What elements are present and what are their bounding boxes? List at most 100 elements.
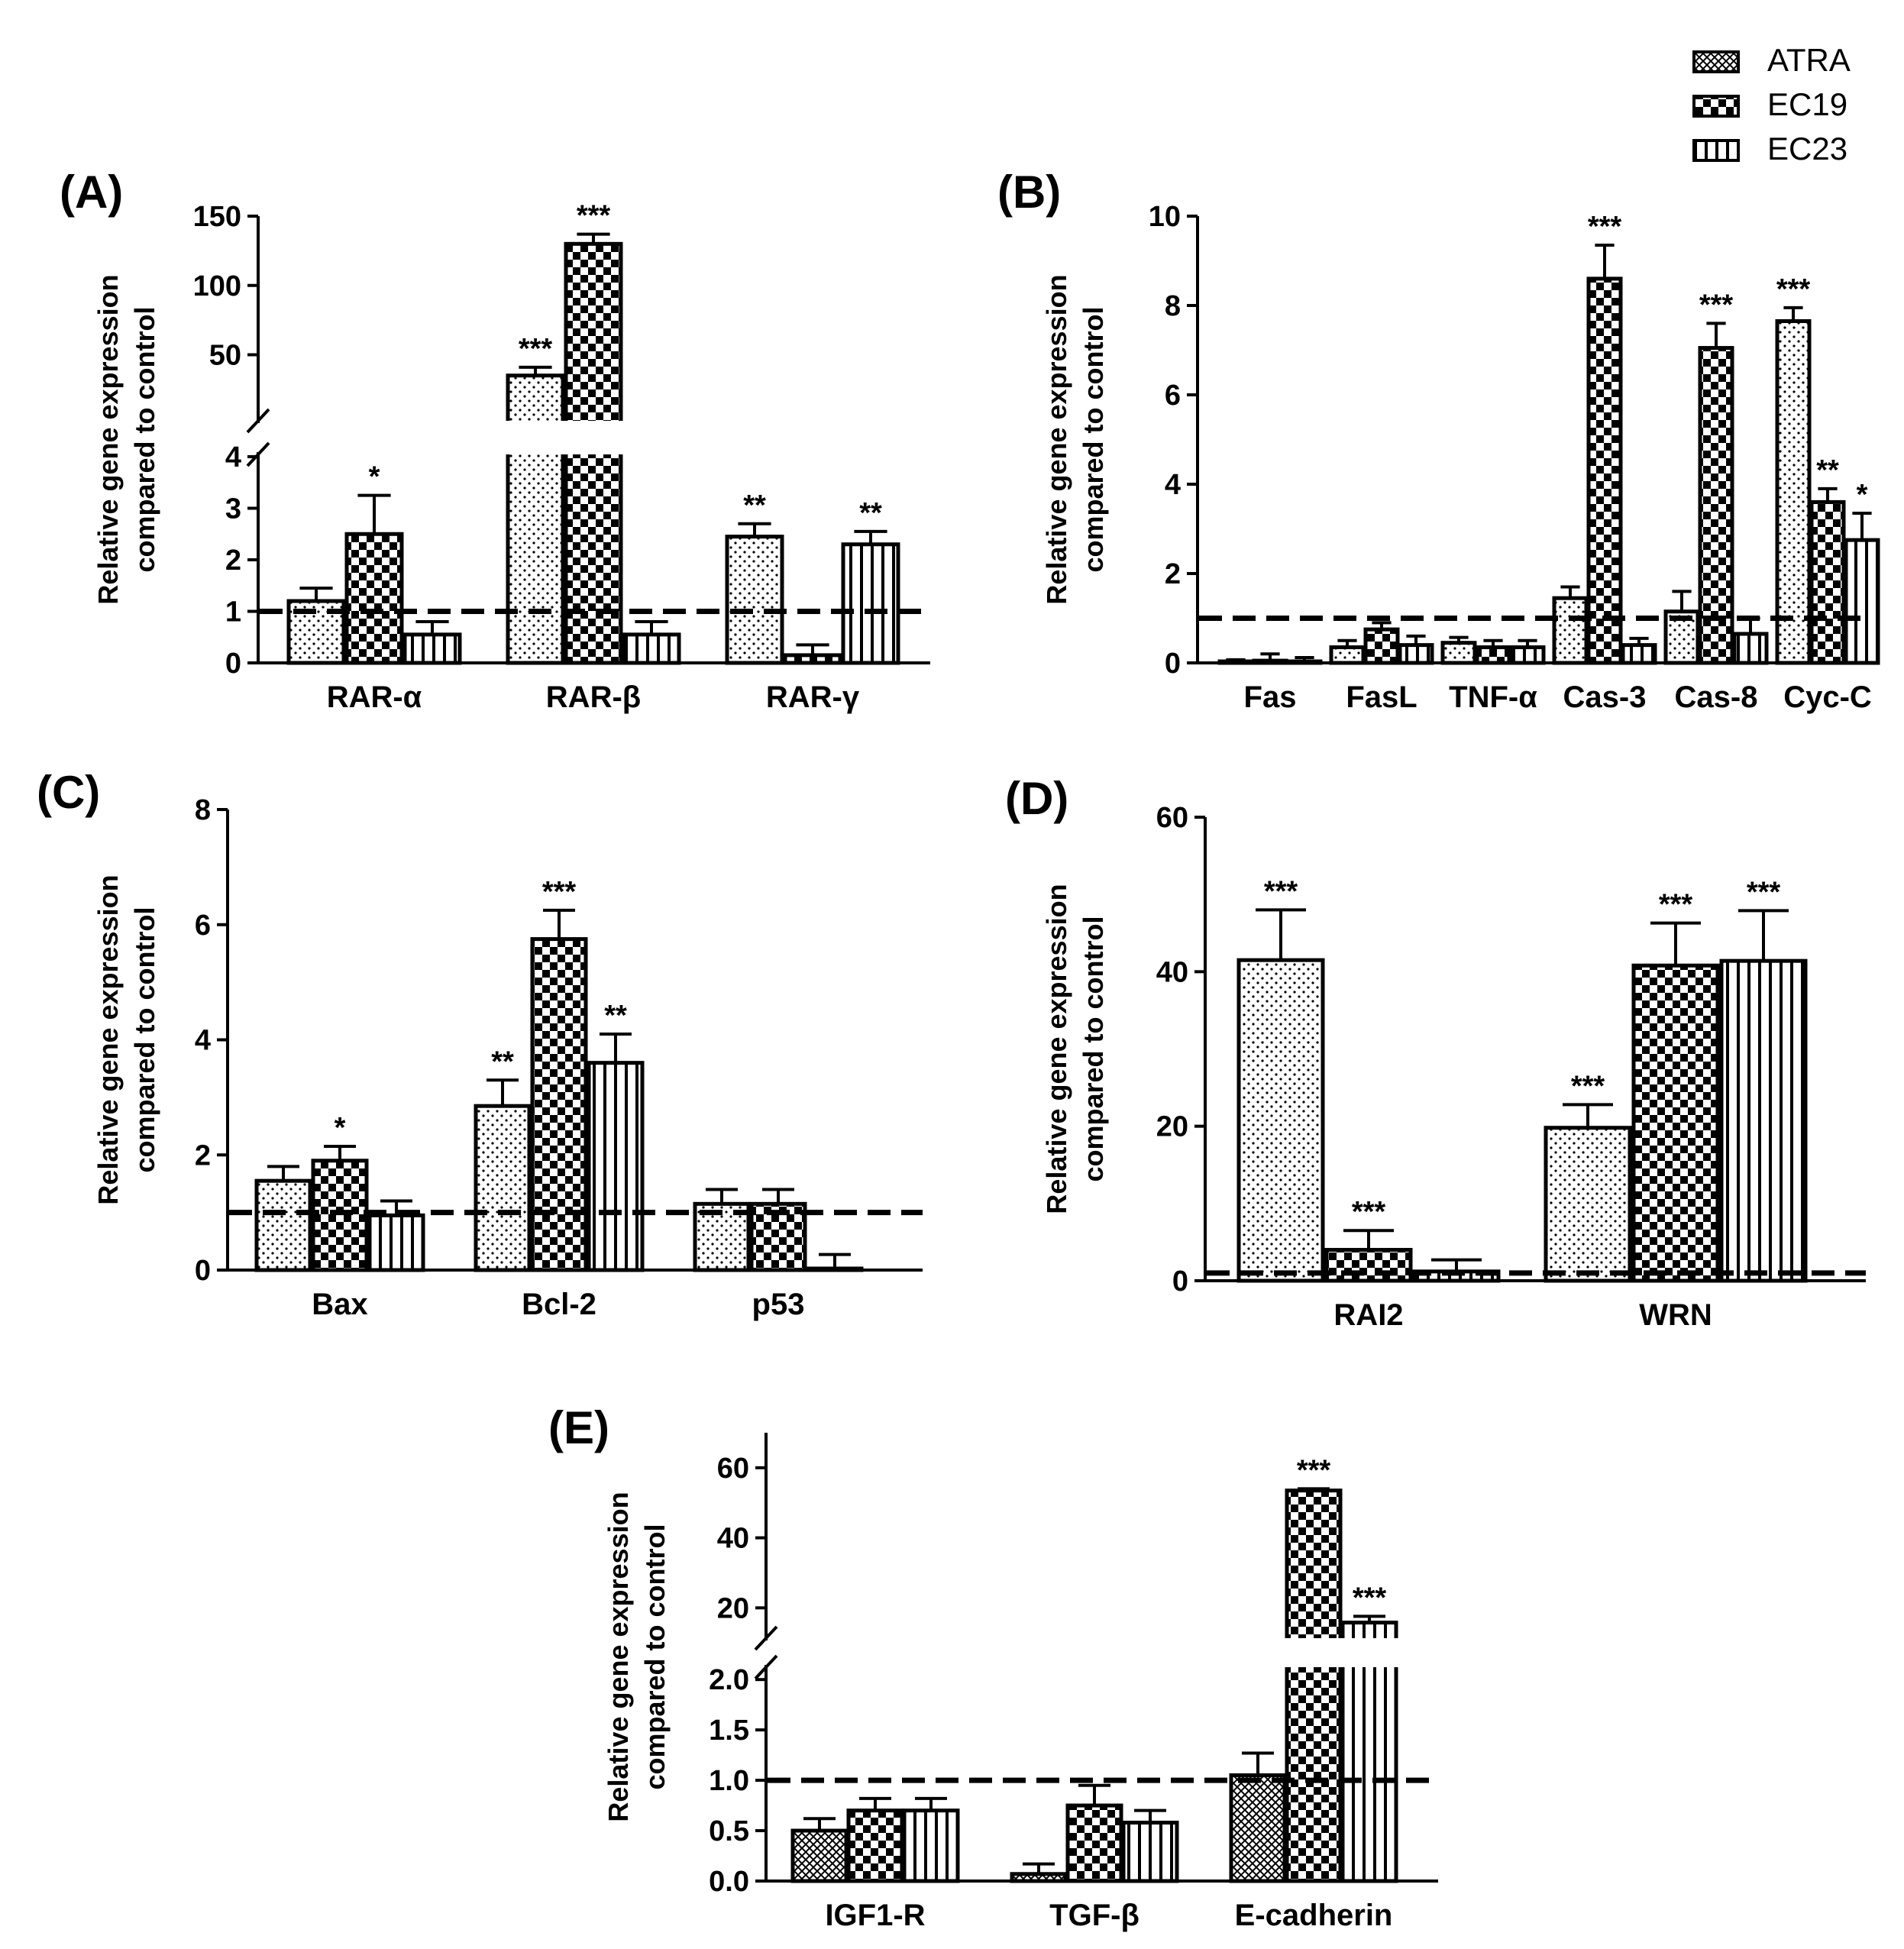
bar-a-rar-ec23 bbox=[841, 542, 900, 665]
legend-item-atra: ATRA bbox=[1692, 42, 1851, 78]
y-tick-label: 60 bbox=[717, 1453, 749, 1485]
x-tick-label-e-cadherin: E-cadherin bbox=[1235, 1899, 1393, 1932]
legend: ATRA EC19 EC23 bbox=[1692, 42, 1851, 166]
significance-label: *** bbox=[542, 876, 577, 908]
x-tick-label-fasl: FasL bbox=[1346, 680, 1417, 714]
significance-label: ** bbox=[1816, 454, 1839, 486]
x-tick-label-tnf: TNF-α bbox=[1449, 680, 1537, 714]
y-axis-label-line-1: Relative gene expression bbox=[1041, 274, 1072, 604]
x-tick-label-cyc-c: Cyc-C bbox=[1783, 680, 1872, 714]
significance-label: *** bbox=[1588, 211, 1622, 243]
bar-c-bcl-2-atra bbox=[474, 1104, 532, 1272]
x-tick-label-rar: RAR-β bbox=[546, 680, 641, 714]
x-tick-label-wrn: WRN bbox=[1639, 1298, 1712, 1332]
x-tick-label-bax: Bax bbox=[312, 1288, 367, 1321]
y-tick-label: 2.0 bbox=[709, 1664, 749, 1696]
bar-b-cas-3-ec19 bbox=[1586, 276, 1623, 665]
bar-c-bax-ec19 bbox=[311, 1159, 369, 1272]
y-tick-label: 0 bbox=[195, 1255, 211, 1287]
bar-b-fasl-ec23 bbox=[1398, 643, 1434, 665]
bar-a-rar-atra bbox=[725, 535, 784, 665]
panel-label: (D) bbox=[1005, 773, 1068, 824]
bar-c-bcl-2-ec23 bbox=[587, 1061, 645, 1272]
bar-c-bcl-2-ec19 bbox=[530, 937, 588, 1272]
y-tick-label: 0 bbox=[225, 648, 241, 680]
y-tick-label: 10 bbox=[1149, 201, 1181, 233]
y-tick-label: 1.0 bbox=[709, 1765, 749, 1797]
y-tick-label: 40 bbox=[717, 1523, 749, 1555]
bar-d-wrn-atra bbox=[1544, 1126, 1632, 1283]
panel-label: (B) bbox=[997, 166, 1061, 218]
bar-d-rai2-ec19 bbox=[1324, 1248, 1413, 1283]
bar-e-e-cadherin-ec19 bbox=[1285, 1488, 1343, 1883]
bar-e-tgf-ec19 bbox=[1065, 1803, 1123, 1883]
bar-a-rar-ec19 bbox=[783, 653, 842, 665]
significance-label: * bbox=[1857, 479, 1868, 511]
y-tick-label: 3 bbox=[225, 493, 241, 525]
bar-e-e-cadherin-atra bbox=[1229, 1773, 1287, 1883]
axis-break-mark bbox=[754, 1654, 778, 1680]
y-axis-label-line-2: compared to control bbox=[1078, 916, 1109, 1181]
significance-label: *** bbox=[1571, 1070, 1605, 1102]
axis-break-mark bbox=[754, 1625, 778, 1651]
bar-b-tnf-atra bbox=[1440, 641, 1477, 665]
bar-b-fasl-ec19 bbox=[1363, 627, 1400, 665]
significance-label: ** bbox=[491, 1046, 514, 1078]
panel-a-chart: (A) Relative gene expression compared to c… bbox=[60, 166, 930, 714]
bar-a-rar-ec23 bbox=[622, 632, 681, 665]
y-tick-label: 6 bbox=[1165, 380, 1181, 412]
bar-d-wrn-ec19 bbox=[1631, 963, 1720, 1283]
y-tick-label: 1.5 bbox=[709, 1715, 749, 1747]
bar-b-tnf-ec23 bbox=[1509, 645, 1546, 665]
y-tick-label: 50 bbox=[209, 340, 241, 372]
y-tick-label: 0.0 bbox=[709, 1866, 749, 1898]
significance-label: *** bbox=[577, 200, 611, 232]
legend-swatch-atra bbox=[1692, 50, 1740, 73]
x-tick-label-cas-8: Cas-8 bbox=[1675, 680, 1758, 714]
bar-b-cas-8-ec23 bbox=[1732, 632, 1769, 665]
bar-d-rai2-atra bbox=[1236, 958, 1325, 1283]
x-tick-label-tgf: TGF-β bbox=[1049, 1899, 1139, 1932]
bar-b-cyc-c-atra bbox=[1775, 318, 1812, 665]
y-tick-label: 100 bbox=[193, 270, 241, 302]
y-tick-label: 20 bbox=[717, 1592, 749, 1624]
y-axis-label-line-1: Relative gene expression bbox=[603, 1492, 634, 1821]
bar-b-cas-8-ec19 bbox=[1698, 346, 1734, 665]
y-tick-label: 0 bbox=[1172, 1265, 1188, 1298]
significance-label: *** bbox=[1747, 876, 1781, 908]
legend-item-ec23: EC23 bbox=[1692, 131, 1847, 166]
bar-b-cyc-c-ec19 bbox=[1809, 499, 1846, 665]
y-tick-label: 60 bbox=[1156, 802, 1188, 834]
axis-break-mark bbox=[246, 408, 270, 434]
bar-e-tgf-ec23 bbox=[1121, 1820, 1179, 1883]
bar-break-gap bbox=[505, 421, 566, 454]
bar-e-igf1-r-ec19 bbox=[846, 1808, 904, 1883]
panel-e-chart: (E) Relative gene expression compared to c… bbox=[548, 1402, 1438, 1932]
significance-label: *** bbox=[1776, 273, 1811, 305]
significance-label: * bbox=[369, 461, 380, 493]
x-tick-label-cas-3: Cas-3 bbox=[1563, 680, 1647, 714]
panel-d-chart: (D) Relative gene expression compared to c… bbox=[1005, 773, 1866, 1332]
legend-label-ec19: EC19 bbox=[1767, 86, 1847, 122]
significance-label: *** bbox=[1352, 1196, 1386, 1228]
y-axis-label-line-1: Relative gene expression bbox=[1041, 884, 1072, 1214]
y-tick-label: 4 bbox=[195, 1025, 211, 1057]
y-tick-label: 2 bbox=[225, 545, 241, 577]
significance-label: ** bbox=[859, 497, 882, 529]
y-axis-label-line-2: compared to control bbox=[1078, 306, 1109, 572]
y-tick-label: 8 bbox=[195, 794, 211, 826]
legend-label-atra: ATRA bbox=[1767, 42, 1851, 78]
significance-label: ** bbox=[743, 490, 766, 522]
bar-a-rar-ec19 bbox=[344, 532, 404, 665]
bar-b-fasl-atra bbox=[1329, 645, 1366, 665]
bar-e-tgf-atra bbox=[1010, 1872, 1068, 1883]
significance-label: *** bbox=[519, 333, 553, 365]
bar-a-rar-ec23 bbox=[402, 632, 462, 665]
bar-b-fas-ec19 bbox=[1252, 658, 1288, 665]
bar-d-wrn-ec23 bbox=[1719, 958, 1808, 1283]
legend-swatch-ec19 bbox=[1692, 95, 1740, 118]
x-tick-label-rar: RAR-α bbox=[327, 680, 422, 714]
bar-b-tnf-ec19 bbox=[1475, 645, 1511, 665]
y-tick-label: 40 bbox=[1156, 956, 1188, 988]
panel-b-chart: (B) Relative gene expression compared to c… bbox=[997, 166, 1880, 714]
